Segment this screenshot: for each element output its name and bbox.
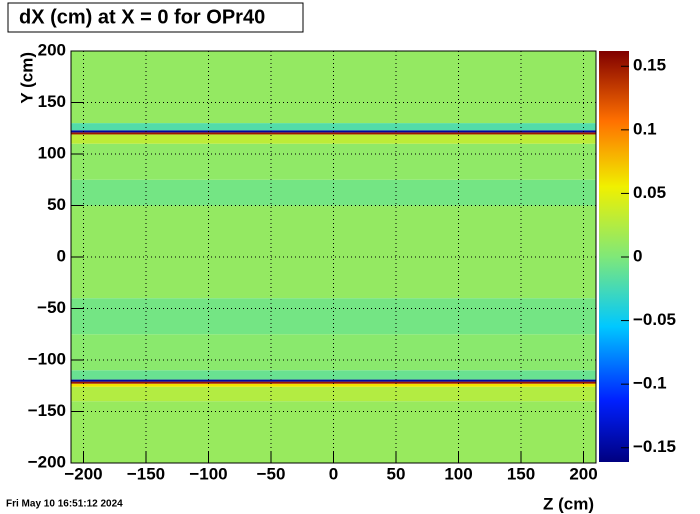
y-tick-label: −150 bbox=[28, 401, 66, 420]
z-tick-label: −0.15 bbox=[633, 437, 676, 456]
x-tick-label: 150 bbox=[507, 464, 535, 483]
x-tick-label: −200 bbox=[64, 464, 102, 483]
x-tick-label: −100 bbox=[189, 464, 227, 483]
heatmap-cell bbox=[71, 334, 596, 371]
timestamp: Fri May 10 16:51:12 2024 bbox=[6, 499, 123, 510]
chart-title: dX (cm) at X = 0 for OPr40 bbox=[19, 6, 265, 28]
heatmap-cell bbox=[71, 179, 596, 206]
z-tick-label: −0.1 bbox=[633, 374, 667, 393]
heatmap-cell bbox=[71, 123, 596, 131]
x-tick-label: 100 bbox=[444, 464, 472, 483]
x-tick-label: 200 bbox=[569, 464, 597, 483]
y-tick-label: 100 bbox=[38, 143, 66, 162]
x-tick-label: −150 bbox=[127, 464, 165, 483]
title-box bbox=[7, 2, 304, 33]
y-tick-label: 50 bbox=[47, 195, 66, 214]
y-tick-label: 200 bbox=[38, 40, 66, 59]
z-tick-label: 0.1 bbox=[633, 119, 657, 138]
y-tick-label: 0 bbox=[57, 246, 66, 265]
heatmap-cell bbox=[71, 386, 596, 402]
z-tick-label: 0.15 bbox=[633, 56, 666, 75]
x-tick-label: 50 bbox=[387, 464, 406, 483]
plot-frame bbox=[70, 50, 597, 464]
x-tick-label: 0 bbox=[329, 464, 338, 483]
z-tick-label: 0 bbox=[633, 246, 642, 265]
heatmap-cell bbox=[71, 383, 596, 387]
y-axis-label: Y (cm) bbox=[17, 52, 36, 104]
heatmap-cell bbox=[71, 370, 596, 380]
heatmap-cell bbox=[71, 143, 596, 180]
heatmap-cell bbox=[71, 298, 596, 335]
z-tick-label: 0.05 bbox=[633, 183, 666, 202]
z-tick-label: −0.05 bbox=[633, 310, 676, 329]
y-tick-label: −50 bbox=[37, 298, 66, 317]
y-tick-label: 150 bbox=[38, 92, 66, 111]
heatmap-cell bbox=[71, 379, 596, 382]
x-axis-label: Z (cm) bbox=[543, 494, 594, 513]
heatmap-cell bbox=[71, 381, 596, 384]
x-tick-label: −50 bbox=[257, 464, 286, 483]
y-tick-label: −100 bbox=[28, 349, 66, 368]
y-tick-label: −200 bbox=[28, 452, 66, 471]
heatmap-cell bbox=[71, 132, 596, 135]
